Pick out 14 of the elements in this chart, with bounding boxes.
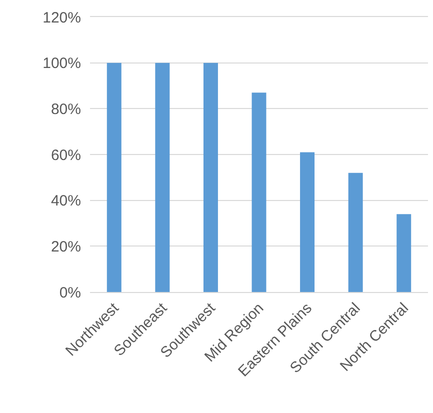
bar (252, 92, 266, 292)
y-tick-label: 100% (42, 55, 81, 72)
bar (348, 172, 363, 292)
y-tick-label: 0% (59, 284, 81, 302)
y-tick-label: 120% (42, 9, 81, 26)
y-tick-label: 60% (50, 146, 81, 164)
bar (155, 62, 170, 292)
bar (106, 62, 122, 292)
y-tick-label: 20% (50, 238, 81, 256)
bar (300, 152, 315, 292)
y-tick-label: 40% (50, 192, 81, 210)
y-tick-label: 80% (50, 100, 81, 118)
bar (396, 214, 412, 292)
bar (203, 62, 218, 292)
